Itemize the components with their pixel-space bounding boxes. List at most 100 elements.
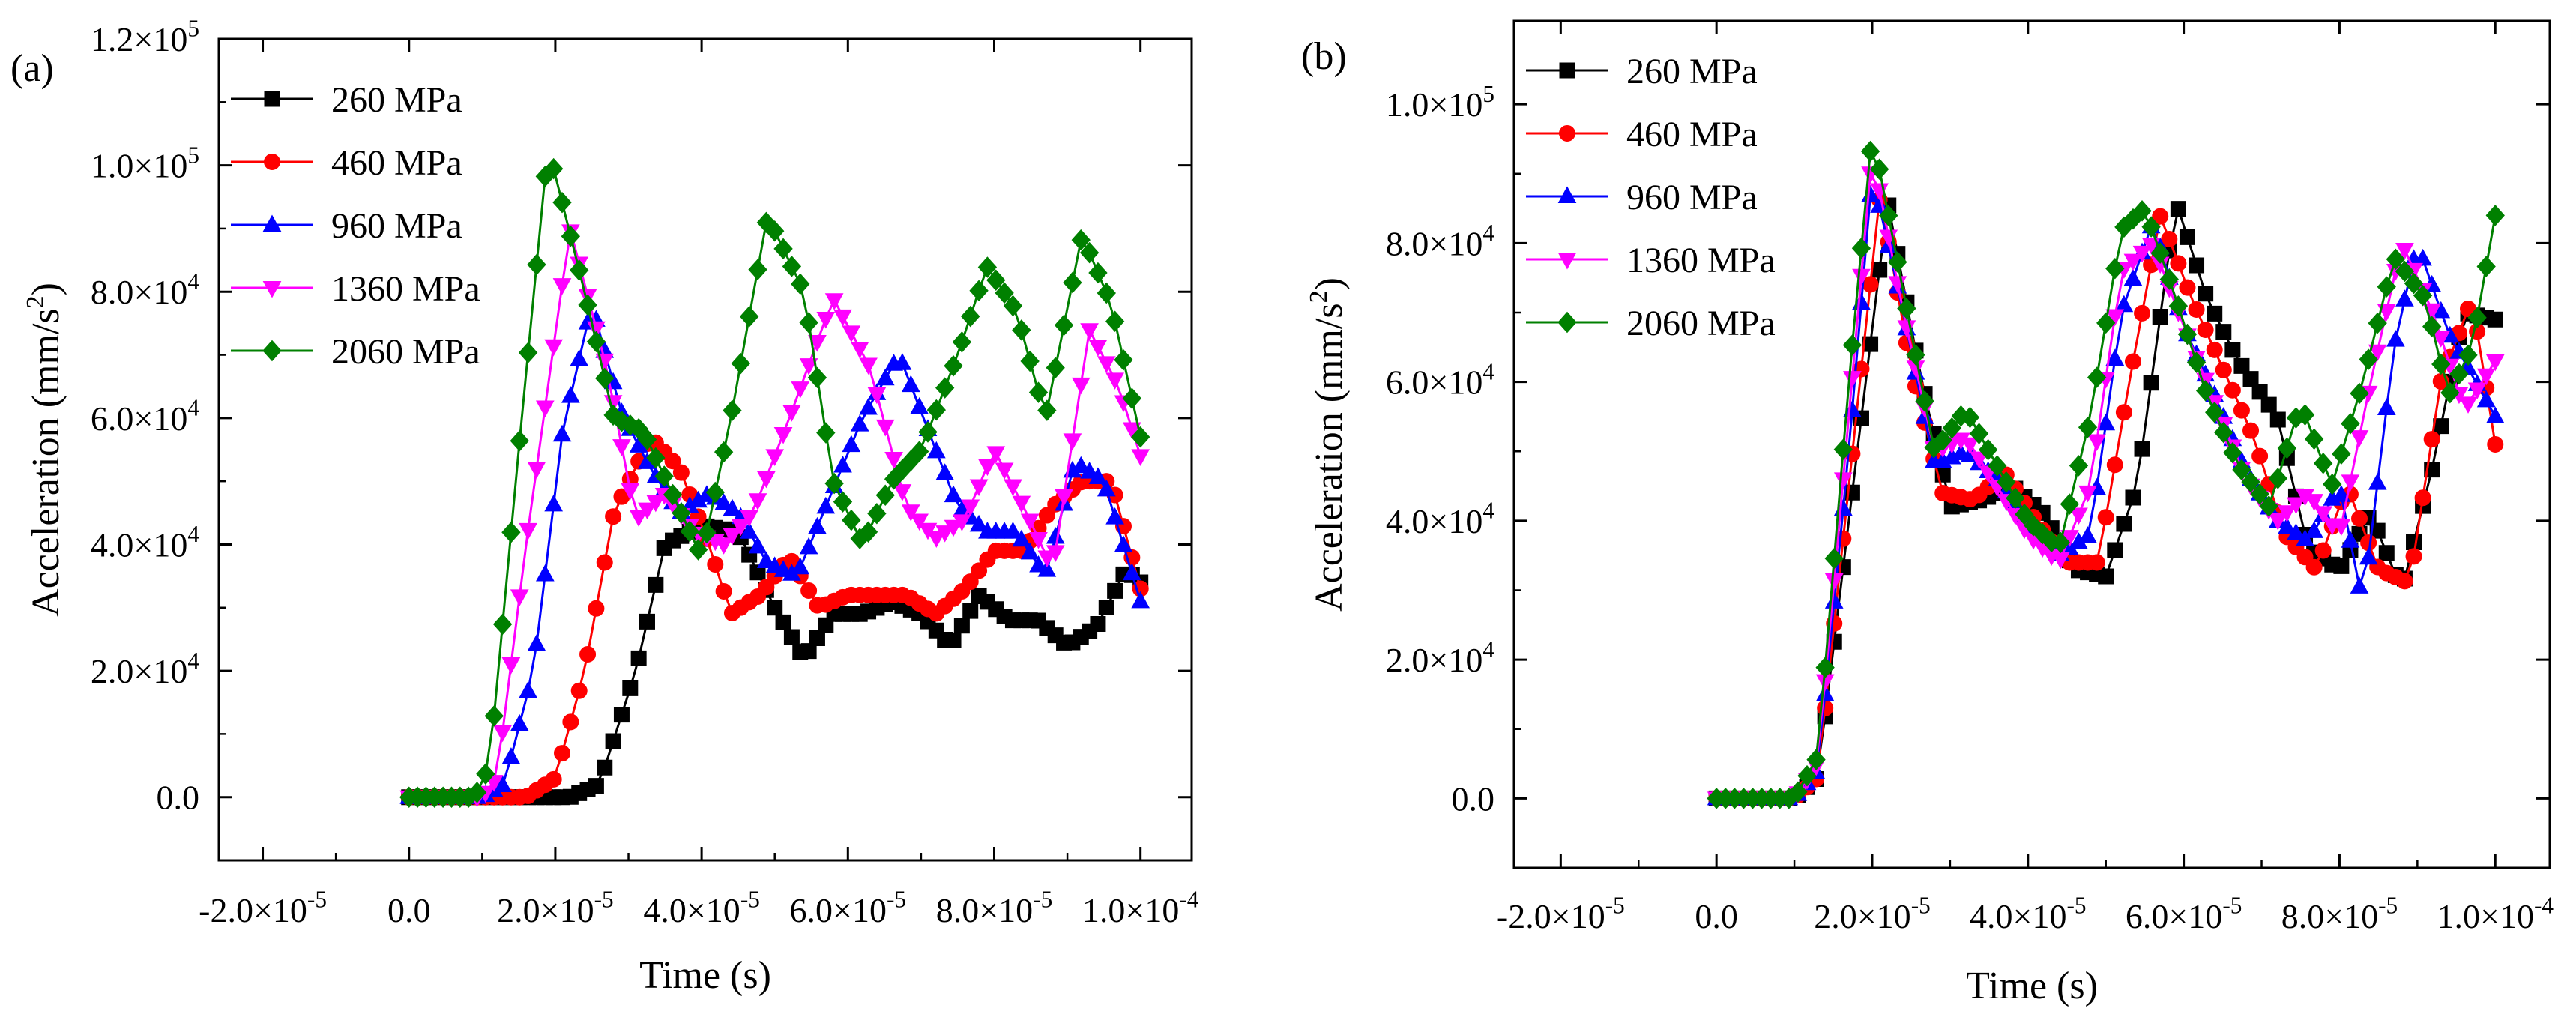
data-point	[816, 422, 836, 444]
data-point	[1037, 399, 1057, 421]
data-point	[1097, 356, 1116, 373]
x-tick-label: 8.0×10-5	[2281, 893, 2398, 935]
data-point	[1978, 438, 1998, 461]
data-point	[977, 256, 998, 278]
legend-marker	[262, 340, 282, 362]
data-point	[2423, 431, 2440, 448]
data-point	[1815, 684, 1835, 701]
legend-item: 260 MPa	[231, 80, 462, 120]
data-point	[2458, 396, 2478, 414]
data-point	[808, 516, 827, 534]
data-point	[824, 293, 844, 310]
data-point	[664, 453, 681, 470]
x-tick-label: 6.0×10-5	[790, 887, 907, 929]
data-point	[1806, 749, 1826, 770]
data-point	[621, 483, 640, 501]
legend-item: 1360 MPa	[231, 269, 480, 309]
data-point	[1824, 573, 1844, 591]
y-tick-label: 1.0×105	[91, 142, 199, 184]
data-point	[910, 396, 929, 414]
data-point	[765, 220, 785, 242]
data-point	[597, 759, 613, 776]
data-point	[2168, 295, 2189, 317]
y-tick-label: 6.0×104	[91, 395, 199, 438]
data-point	[1888, 251, 1907, 273]
data-point	[2314, 452, 2333, 474]
data-point	[723, 498, 742, 516]
data-point	[2341, 413, 2360, 435]
data-point	[782, 405, 801, 422]
data-point	[467, 782, 487, 803]
data-point	[2098, 568, 2114, 585]
data-point	[1097, 282, 1116, 304]
data-point	[1012, 529, 1031, 547]
data-point	[2305, 494, 2323, 511]
data-point	[2207, 305, 2223, 322]
data-point	[484, 705, 504, 727]
data-point	[680, 520, 699, 543]
data-point	[1122, 422, 1141, 440]
y-axis-label: Acceleration (mm/s2)	[22, 283, 67, 617]
data-point	[775, 614, 791, 630]
data-point	[1961, 437, 1979, 455]
y-axis-label: Acceleration (mm/s2)	[1305, 277, 1351, 612]
data-point	[527, 253, 546, 276]
data-point	[2241, 471, 2260, 493]
data-point	[1833, 472, 1853, 489]
y-tick-label: 2.0×104	[91, 648, 199, 690]
data-point	[1097, 479, 1116, 497]
data-point	[492, 613, 513, 636]
data-point	[2304, 428, 2324, 450]
data-point	[748, 259, 767, 280]
data-point	[2485, 354, 2505, 372]
data-point	[723, 399, 742, 422]
data-point	[1969, 423, 1989, 444]
data-point	[697, 522, 717, 544]
legend-label: 2060 MPa	[331, 332, 480, 372]
data-point	[1105, 310, 1125, 332]
data-point	[875, 419, 895, 437]
data-point	[2476, 256, 2496, 277]
data-point	[2368, 344, 2387, 362]
data-point	[910, 513, 929, 531]
legend-marker	[264, 91, 280, 107]
data-point	[2251, 447, 2269, 465]
data-point	[2124, 353, 2141, 370]
data-point	[586, 331, 606, 353]
data-point	[757, 551, 776, 569]
data-point	[2305, 521, 2323, 538]
data-point	[2314, 542, 2332, 559]
x-tick-label: 4.0×10-5	[643, 887, 760, 929]
data-point	[578, 294, 597, 316]
data-point	[552, 424, 572, 442]
data-point	[926, 399, 946, 421]
data-point	[1055, 489, 1073, 507]
data-point	[800, 582, 818, 600]
data-point	[901, 504, 920, 522]
data-point	[1843, 371, 1862, 388]
y-tick-label: 6.0×104	[1386, 358, 1494, 401]
data-point	[926, 441, 946, 459]
data-point	[791, 273, 810, 295]
data-point	[969, 280, 989, 302]
data-point	[2224, 381, 2241, 399]
data-point	[672, 464, 690, 481]
data-point	[1122, 563, 1141, 581]
data-point	[2268, 513, 2287, 531]
data-point	[2150, 242, 2170, 264]
data-point	[715, 583, 732, 600]
data-point	[2377, 276, 2396, 298]
data-point	[622, 680, 639, 696]
data-point	[758, 579, 775, 596]
data-point	[705, 481, 725, 504]
data-point	[944, 519, 963, 537]
data-point	[1105, 507, 1124, 525]
data-point	[2205, 401, 2224, 423]
data-point	[1815, 657, 1835, 678]
data-point	[612, 439, 631, 456]
data-point	[2350, 430, 2369, 447]
data-point	[2078, 485, 2097, 503]
data-point	[2152, 308, 2168, 325]
data-point	[2449, 363, 2469, 385]
data-point	[2431, 331, 2451, 348]
